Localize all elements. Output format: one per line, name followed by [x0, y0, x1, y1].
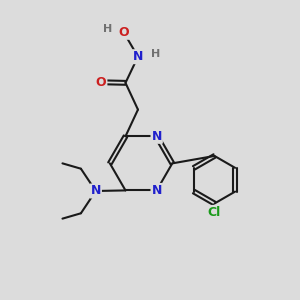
- Text: H: H: [103, 24, 112, 34]
- Text: O: O: [96, 76, 106, 89]
- Text: N: N: [133, 50, 143, 63]
- Text: N: N: [91, 184, 101, 197]
- Text: O: O: [118, 26, 129, 39]
- Text: H: H: [151, 49, 160, 59]
- Text: N: N: [152, 130, 162, 143]
- Text: Cl: Cl: [208, 206, 221, 219]
- Text: N: N: [152, 184, 162, 197]
